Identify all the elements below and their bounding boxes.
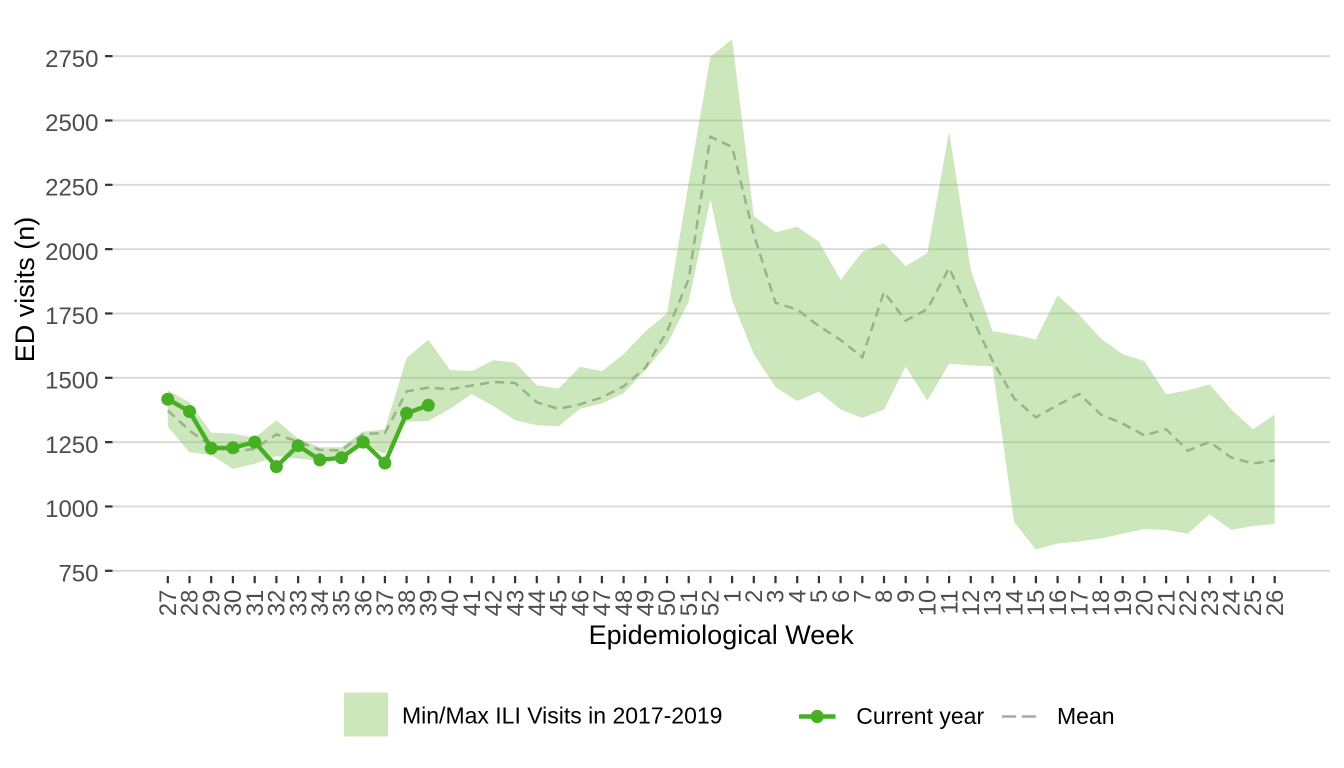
svg-text:1: 1 [719,590,746,603]
svg-text:30: 30 [220,590,247,617]
svg-text:49: 49 [632,590,659,617]
svg-text:7: 7 [849,590,876,603]
svg-text:6: 6 [828,590,855,603]
svg-text:39: 39 [415,590,442,617]
svg-text:4: 4 [784,590,811,603]
svg-text:26: 26 [1262,590,1289,617]
svg-text:51: 51 [676,590,703,617]
svg-text:Epidemiological Week: Epidemiological Week [589,620,855,650]
svg-text:16: 16 [1045,590,1072,617]
svg-text:3: 3 [763,590,790,603]
svg-text:24: 24 [1218,590,1245,617]
svg-text:13: 13 [980,590,1007,617]
svg-text:1250: 1250 [45,432,98,459]
svg-text:52: 52 [698,590,725,617]
svg-text:21: 21 [1153,590,1180,617]
svg-text:Min/Max ILI Visits in 2017-201: Min/Max ILI Visits in 2017-2019 [402,703,722,729]
svg-text:ED visits (n): ED visits (n) [10,217,40,363]
svg-text:35: 35 [329,590,356,617]
svg-text:32: 32 [264,590,291,617]
svg-text:8: 8 [871,590,898,603]
svg-text:17: 17 [1066,590,1093,617]
svg-text:25: 25 [1240,590,1267,617]
svg-text:38: 38 [394,590,421,617]
svg-text:47: 47 [589,590,616,617]
svg-text:23: 23 [1197,590,1224,617]
svg-text:2750: 2750 [45,46,98,73]
svg-text:19: 19 [1110,590,1137,617]
svg-text:46: 46 [567,590,594,617]
svg-text:22: 22 [1175,590,1202,617]
svg-text:45: 45 [546,590,573,617]
svg-text:2000: 2000 [45,239,98,266]
svg-text:31: 31 [242,590,269,617]
svg-text:43: 43 [502,590,529,617]
svg-text:12: 12 [958,590,985,617]
svg-text:2500: 2500 [45,110,98,137]
svg-text:48: 48 [611,590,638,617]
svg-text:20: 20 [1132,590,1159,617]
svg-text:1000: 1000 [45,496,98,523]
svg-text:750: 750 [58,560,98,587]
svg-text:2: 2 [741,590,768,603]
svg-text:1500: 1500 [45,367,98,394]
svg-text:33: 33 [285,590,312,617]
svg-text:11: 11 [936,590,963,615]
svg-text:36: 36 [350,590,377,617]
svg-text:44: 44 [524,590,551,617]
svg-text:50: 50 [654,590,681,617]
svg-text:Mean: Mean [1057,703,1115,729]
svg-text:1750: 1750 [45,303,98,330]
svg-text:40: 40 [437,590,464,617]
svg-text:5: 5 [806,590,833,603]
svg-text:10: 10 [915,590,942,617]
svg-text:27: 27 [155,590,182,617]
svg-text:37: 37 [372,590,399,617]
svg-text:2250: 2250 [45,175,98,202]
svg-text:34: 34 [307,590,334,617]
svg-text:14: 14 [1001,590,1028,617]
svg-text:41: 41 [459,590,486,617]
svg-text:9: 9 [893,590,920,603]
svg-text:42: 42 [481,590,508,617]
svg-text:29: 29 [198,590,225,617]
svg-text:Current year: Current year [856,703,984,729]
svg-text:28: 28 [177,590,204,617]
svg-text:15: 15 [1023,590,1050,617]
svg-text:18: 18 [1088,590,1115,617]
